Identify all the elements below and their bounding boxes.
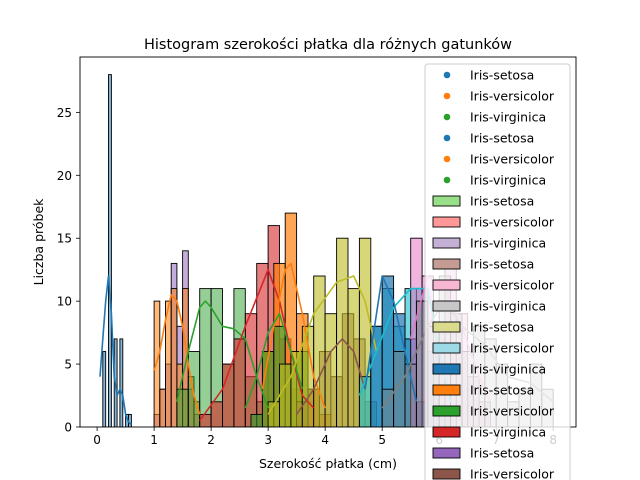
legend-swatch <box>432 384 461 396</box>
kde-line <box>99 275 132 426</box>
x-tick-label: 5 <box>378 433 386 447</box>
legend-swatch <box>432 195 461 207</box>
legend-label: Iris-virginica <box>470 173 546 188</box>
histogram-bar <box>165 300 172 427</box>
legend-label: Iris-setosa <box>470 320 534 335</box>
legend-marker <box>443 155 451 163</box>
histogram-bar <box>279 363 292 427</box>
legend-label: Iris-virginica <box>470 362 546 377</box>
legend-swatch <box>432 342 461 354</box>
x-tick-label: 4 <box>321 433 329 447</box>
histogram-bar <box>324 313 337 427</box>
y-tick-label: 15 <box>57 232 72 246</box>
x-tick-label: 2 <box>207 433 215 447</box>
y-tick-label: 5 <box>64 358 72 372</box>
kde-line <box>199 268 315 422</box>
legend-label: Iris-setosa <box>470 383 534 398</box>
legend-label: Iris-versicolor <box>470 215 555 230</box>
legend: Iris-setosa Iris-versicolor Iris-virginica… <box>424 63 571 480</box>
histogram-bar <box>128 413 132 427</box>
legend-swatch <box>432 321 461 333</box>
plot-frame <box>79 56 577 428</box>
legend-label: Iris-virginica <box>470 425 546 440</box>
x-tick-label: 1 <box>150 433 158 447</box>
kde-line <box>244 312 304 409</box>
legend-swatch <box>432 363 461 375</box>
chart-title: Histogram szerokości płatka dla różnych … <box>144 37 512 53</box>
histogram-bar <box>210 401 223 427</box>
legend-label: Iris-virginica <box>470 236 546 251</box>
histogram-bar <box>199 413 212 427</box>
y-tick-label: 20 <box>57 169 72 183</box>
legend-marker <box>443 71 451 79</box>
histogram-bar <box>336 237 349 427</box>
histogram-bar <box>102 351 107 427</box>
histogram-bar <box>170 288 178 427</box>
histogram-bar <box>108 74 112 427</box>
kde-line <box>176 300 269 409</box>
legend-label: Iris-versicolor <box>470 89 555 104</box>
legend-label: Iris-versicolor <box>470 404 555 419</box>
kde-line <box>267 275 378 415</box>
legend-swatch <box>432 237 461 249</box>
x-tick-label: 0 <box>93 433 101 447</box>
legend-swatch <box>432 468 461 480</box>
legend-label: Iris-setosa <box>470 257 534 272</box>
histogram-bar <box>250 413 263 427</box>
histogram-bar <box>159 388 166 427</box>
legend-swatch <box>432 258 461 270</box>
legend-label: Iris-setosa <box>470 446 534 461</box>
legend-swatch <box>432 405 461 417</box>
legend-swatch <box>432 300 461 312</box>
kde-line <box>364 275 418 402</box>
kde-line <box>295 338 366 415</box>
legend-label: Iris-versicolor <box>470 152 555 167</box>
legend-swatch <box>432 426 461 438</box>
legend-swatch <box>432 216 461 228</box>
y-tick-label: 25 <box>57 106 72 120</box>
y-tick-label: 0 <box>64 421 72 435</box>
legend-swatch <box>432 447 461 459</box>
histogram-bar <box>210 288 223 427</box>
legend-marker <box>443 92 451 100</box>
legend-marker <box>443 176 451 184</box>
legend-label: Iris-virginica <box>470 299 546 314</box>
kde-line <box>261 262 326 409</box>
legend-label: Iris-versicolor <box>470 278 555 293</box>
legend-label: Iris-setosa <box>470 131 534 146</box>
legend-label: Iris-versicolor <box>470 341 555 356</box>
y-tick-label: 10 <box>57 295 72 309</box>
y-axis-label: Liczba próbek <box>31 198 46 286</box>
legend-swatch <box>432 279 461 291</box>
legend-marker <box>443 134 451 142</box>
legend-marker <box>443 113 451 121</box>
histogram-bar <box>119 338 124 427</box>
histogram-bar <box>153 300 161 427</box>
x-axis-label: Szerokość płatka (cm) <box>259 456 397 471</box>
legend-label: Iris-versicolor <box>470 467 555 480</box>
legend-label: Iris-virginica <box>470 110 546 125</box>
kde-line <box>153 294 201 415</box>
x-tick-label: 3 <box>264 433 272 447</box>
y-axis-ticks: 0 5 10 15 20 25 <box>57 106 80 435</box>
histogram-bar <box>347 288 360 427</box>
legend-label: Iris-setosa <box>470 194 534 209</box>
legend-label: Iris-setosa <box>470 68 534 83</box>
histogram-bar <box>187 351 201 427</box>
legend-box <box>424 63 571 480</box>
